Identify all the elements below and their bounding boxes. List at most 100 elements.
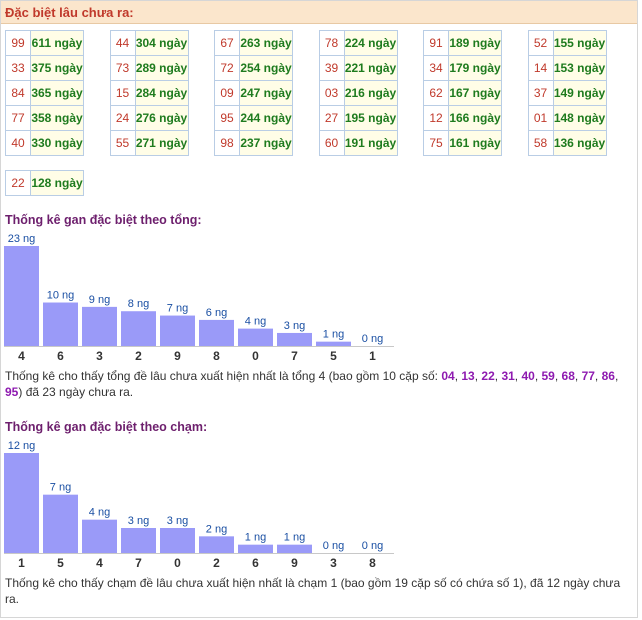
category-label: 0: [174, 556, 181, 570]
table-row: 67 263 ngày: [214, 30, 293, 56]
days-count: 304 ngày: [134, 30, 189, 56]
bar: [43, 494, 78, 553]
days-count: 237 ngày: [239, 130, 293, 156]
days-count: 136 ngày: [552, 130, 607, 156]
days-count: 167 ngày: [448, 80, 502, 106]
category-label: 1: [18, 556, 25, 570]
pair-number: 73: [109, 55, 136, 81]
pair-number: 67: [214, 30, 240, 56]
pair-number: 60: [318, 130, 345, 156]
data-label: 7 ng: [50, 482, 71, 494]
pair-number-highlight: 59: [541, 369, 555, 383]
gan-table: 22 128 ngày: [5, 170, 84, 196]
days-count: 149 ngày: [552, 80, 607, 106]
section-header: Đặc biệt lâu chưa ra:: [1, 1, 637, 24]
table-row: 44 304 ngày: [109, 30, 189, 56]
pair-number: 91: [423, 30, 449, 56]
pair-number: 55: [109, 130, 136, 156]
days-count: 153 ngày: [552, 55, 607, 81]
days-count: 179 ngày: [448, 55, 502, 81]
pair-number-highlight: 77: [581, 369, 595, 383]
sum-description: Thống kê cho thấy tổng đề lâu chưa xuất …: [5, 368, 630, 400]
sum-desc-suffix: ) đã 23 ngày chưa ra.: [18, 385, 134, 399]
days-count: 375 ngày: [30, 55, 84, 81]
pair-number: 99: [5, 30, 31, 56]
category-label: 5: [57, 556, 64, 570]
days-count: 191 ngày: [343, 130, 398, 156]
table-row: 55 271 ngày: [109, 130, 189, 156]
bar: [238, 544, 273, 553]
category-label: 7: [291, 349, 298, 363]
days-count: 289 ngày: [134, 55, 189, 81]
table-row: 39 221 ngày: [318, 55, 398, 81]
category-label: 8: [369, 556, 376, 570]
days-count: 263 ngày: [239, 30, 293, 56]
table-row: 72 254 ngày: [214, 55, 293, 81]
days-count: 271 ngày: [134, 130, 189, 156]
table-row: 01 148 ngày: [527, 105, 607, 131]
pair-number-highlight: 40: [521, 369, 535, 383]
category-label: 9: [291, 556, 298, 570]
gan-table: 67 263 ngày 72 254 ngày 09 247 ngày 95 244 ngày…: [214, 30, 293, 156]
bar: [316, 341, 351, 346]
category-label: 0: [252, 349, 259, 363]
category-label: 4: [18, 349, 25, 363]
pair-number: 98: [214, 130, 240, 156]
table-row: 62 167 ngày: [423, 80, 502, 106]
days-count: 148 ngày: [552, 105, 607, 131]
category-label: 9: [174, 349, 181, 363]
table-row: 78 224 ngày: [318, 30, 398, 56]
bar: [121, 528, 156, 553]
table-row: 22 128 ngày: [5, 170, 84, 196]
data-label: 0 ng: [362, 540, 383, 552]
data-label: 7 ng: [167, 303, 188, 315]
pair-number: 12: [423, 105, 449, 131]
table-row: 52 155 ngày: [527, 30, 607, 56]
pair-number: 24: [109, 105, 136, 131]
data-label: 1 ng: [323, 329, 344, 341]
pair-number: 44: [109, 30, 136, 56]
category-label: 3: [96, 349, 103, 363]
pair-number: 34: [423, 55, 449, 81]
pair-number: 39: [318, 55, 345, 81]
data-label: 2 ng: [206, 523, 227, 535]
sum-desc-prefix: Thống kê cho thấy tổng đề lâu chưa xuất …: [5, 369, 442, 383]
days-count: 195 ngày: [343, 105, 398, 131]
table-row: 99 611 ngày: [5, 30, 84, 56]
pair-number: 95: [214, 105, 240, 131]
days-count: 247 ngày: [239, 80, 293, 106]
gan-table: 52 155 ngày 14 153 ngày 37 149 ngày 01 148 ngày…: [527, 30, 607, 156]
category-label: 8: [213, 349, 220, 363]
bar: [121, 311, 156, 346]
pair-number-highlight: 31: [501, 369, 515, 383]
table-row: 77 358 ngày: [5, 105, 84, 131]
table-row: 09 247 ngày: [214, 80, 293, 106]
pair-number: 78: [318, 30, 345, 56]
category-label: 4: [96, 556, 103, 570]
table-row: 24 276 ngày: [109, 105, 189, 131]
data-label: 23 ng: [8, 233, 36, 245]
data-label: 8 ng: [128, 298, 149, 310]
pair-number: 77: [5, 105, 31, 131]
data-label: 6 ng: [206, 307, 227, 319]
category-label: 7: [135, 556, 142, 570]
pair-number-highlight: 13: [461, 369, 475, 383]
days-count: 358 ngày: [30, 105, 84, 131]
bar: [43, 302, 78, 346]
days-count: 254 ngày: [239, 55, 293, 81]
pair-number: 40: [5, 130, 31, 156]
table-row: 33 375 ngày: [5, 55, 84, 81]
data-label: 3 ng: [167, 515, 188, 527]
gan-table: 44 304 ngày 73 289 ngày 15 284 ngày 24 276 ngày…: [109, 30, 189, 156]
bar: [4, 453, 39, 553]
data-label: 0 ng: [362, 333, 383, 345]
data-label: 1 ng: [284, 532, 305, 544]
pair-number: 72: [214, 55, 240, 81]
days-count: 224 ngày: [343, 30, 398, 56]
bar: [4, 246, 39, 346]
pair-number: 22: [5, 170, 31, 196]
table-row: 37 149 ngày: [527, 80, 607, 106]
touch-chart-svg: 12 ng 1 7 ng 5 4 ng 4 3 ng 7 3 ng 0 2 ng 2 1 ng 6 1 ng…: [4, 440, 394, 570]
